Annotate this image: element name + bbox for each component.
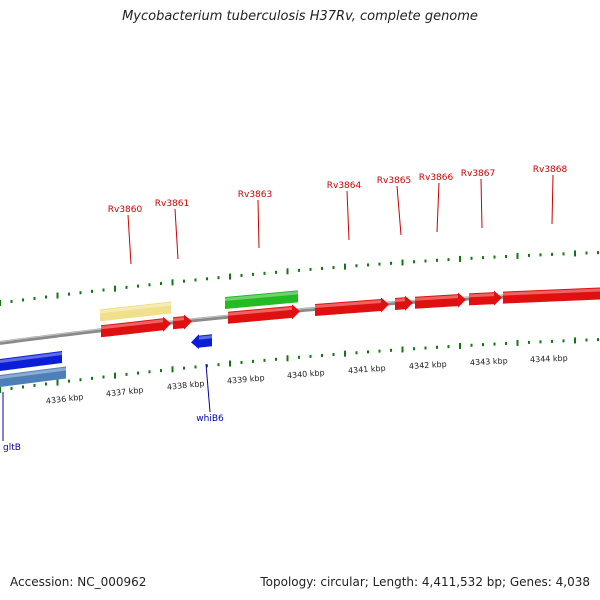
cds-rv3864	[315, 297, 389, 316]
backbone-highlight	[0, 290, 600, 343]
gene-label-rv3863: Rv3863	[238, 190, 272, 200]
scale-labels: 4336 kbp 4337 kbp 4338 kbp 4339 kbp 4340 kbp…	[45, 354, 567, 406]
cds-rv3866-highlight	[415, 295, 458, 301]
gene-features	[0, 287, 600, 387]
cds-rv3868	[503, 287, 600, 304]
cds-green-highlight	[225, 291, 298, 301]
genome-stats-text: Topology: circular; Length: 4,411,532 bp…	[260, 575, 590, 589]
leader-line	[127, 214, 132, 265]
leader-line	[257, 199, 260, 249]
cds-rv3861-highlight	[173, 317, 184, 322]
gene-label-rv3865: Rv3865	[377, 176, 411, 186]
gene-label-gltb: gltB	[3, 443, 21, 453]
cds-whib6-highlight	[199, 335, 212, 340]
leader-line	[480, 178, 483, 229]
leader-line	[174, 208, 179, 260]
cds-rv3868-highlight	[503, 288, 600, 296]
accession-text: Accession: NC_000962	[10, 575, 147, 589]
scale-label: 4336 kbp	[45, 392, 84, 406]
cds-rv3866	[415, 292, 466, 309]
cds-rv3861	[173, 314, 192, 330]
cds-whib6	[191, 334, 212, 350]
cds-steelblue-highlight	[0, 367, 66, 379]
leader-line	[551, 174, 554, 225]
cds-rv3860	[101, 316, 171, 338]
cds-rv3863	[228, 304, 300, 324]
cds-rv3865-highlight	[395, 298, 405, 302]
gene-label-rv3864: Rv3864	[327, 181, 362, 191]
gene-labels: Rv3860 Rv3861 Rv3863 Rv3864 Rv3865 Rv3866 Rv38…	[2, 165, 568, 453]
cds-rv3864-highlight	[315, 300, 381, 308]
gene-label-rv3867: Rv3867	[461, 169, 495, 179]
scale-label: 4340 kbp	[287, 368, 325, 380]
cds-steelblue	[0, 366, 66, 387]
leader-line	[436, 182, 440, 233]
scale-label: 4344 kbp	[530, 354, 568, 365]
map-title: Mycobacterium tuberculosis H37Rv, comple…	[122, 9, 478, 24]
cds-yellow	[100, 301, 171, 322]
cds-rv3865	[395, 295, 413, 311]
gene-label-whib6: whiB6	[196, 414, 224, 424]
cds-gltb-highlight	[0, 352, 62, 363]
scale-label: 4341 kbp	[348, 364, 386, 376]
leader-line	[396, 185, 402, 236]
gene-label-rv3861: Rv3861	[155, 199, 189, 209]
scale-label: 4343 kbp	[470, 356, 508, 367]
gene-label-rv3866: Rv3866	[419, 173, 454, 183]
cds-yellow-highlight	[100, 302, 171, 314]
cds-gltb	[0, 351, 62, 371]
cds-rv3860-highlight	[101, 319, 163, 330]
cds-rv3863-highlight	[228, 306, 292, 316]
leader-line	[205, 363, 211, 413]
scale-label: 4342 kbp	[409, 360, 447, 371]
scale-label: 4339 kbp	[227, 373, 265, 385]
leader-line	[346, 190, 350, 241]
gene-label-rv3860: Rv3860	[108, 205, 143, 215]
cds-rv3867	[469, 290, 502, 306]
cds-rv3867-highlight	[469, 293, 494, 298]
cds-green	[225, 290, 298, 309]
gene-label-rv3868: Rv3868	[533, 165, 568, 175]
scale-label: 4337 kbp	[105, 385, 143, 398]
scale-label: 4338 kbp	[167, 379, 205, 392]
scale-ticks	[0, 250, 599, 393]
